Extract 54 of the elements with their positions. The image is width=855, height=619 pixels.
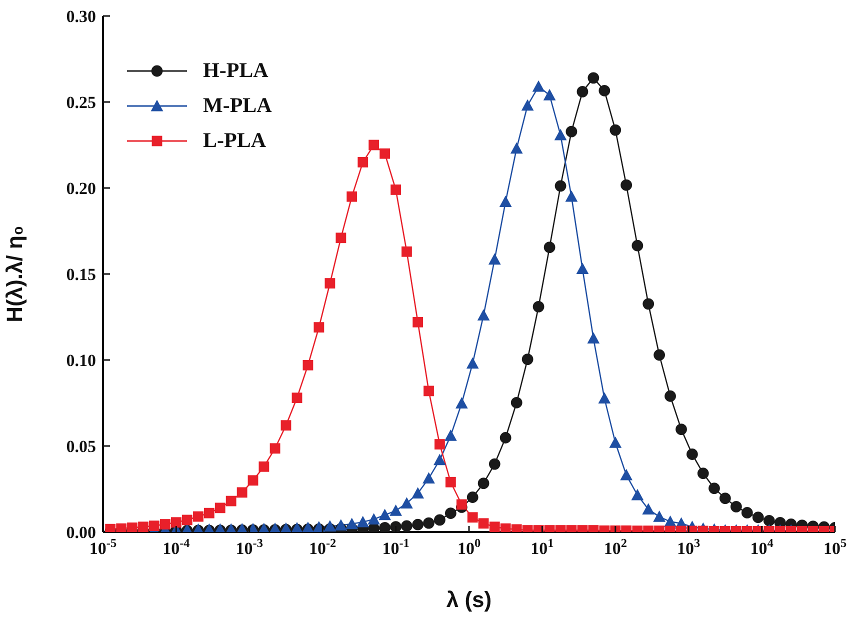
point [543, 88, 556, 100]
point [477, 309, 490, 320]
y-tick-label: 0.10 [66, 351, 96, 370]
point [521, 99, 534, 111]
point [346, 518, 358, 530]
point [565, 190, 578, 202]
point [576, 262, 589, 274]
point [598, 392, 611, 404]
y-tick-label: 0.05 [66, 437, 96, 456]
point [466, 357, 479, 369]
x-tick-label: 10$^{4}$ [750, 536, 774, 558]
legend-label: L-PLA [203, 128, 266, 153]
legend-label: H-PLA [203, 58, 268, 83]
x-tick-label: 10$^{-2}$ [309, 536, 336, 558]
point [642, 503, 655, 514]
x-tick-label: 10$^{1}$ [530, 536, 554, 558]
x-tick-label: 10$^{5}$ [823, 536, 847, 558]
point [368, 513, 380, 524]
x-tick-label: 10$^{-3}$ [236, 536, 263, 558]
point [400, 497, 413, 508]
point [510, 142, 523, 154]
x-tick-label: 10$^{0}$ [457, 536, 481, 558]
point [620, 468, 633, 480]
point [378, 508, 392, 520]
point [554, 128, 567, 140]
y-tick-label: 0.20 [66, 179, 96, 198]
point [444, 429, 457, 441]
point [499, 196, 512, 207]
point [587, 332, 600, 344]
y-tick-label: 0.00 [66, 523, 96, 542]
point [488, 253, 501, 265]
point [455, 397, 468, 409]
point [653, 510, 666, 522]
x-tick-label: 10$^{2}$ [604, 536, 627, 558]
point [609, 436, 622, 448]
point [631, 488, 644, 500]
y-tick-label: 0.25 [66, 93, 96, 112]
x-tick-label: 10$^{-1}$ [382, 536, 410, 558]
point [532, 80, 545, 92]
x-axis-title: λ (s) [446, 587, 492, 612]
legend-label: M-PLA [203, 93, 272, 118]
point [390, 504, 402, 516]
point [422, 472, 435, 484]
point [356, 516, 370, 528]
x-tick-label: 10$^{3}$ [677, 536, 700, 558]
y-tick-label: 0.30 [66, 7, 96, 26]
point [334, 519, 348, 530]
point [324, 520, 336, 532]
x-tick-label: 10$^{-4}$ [162, 536, 190, 558]
point [312, 520, 326, 532]
point [412, 487, 424, 498]
y-tick-label: 0.15 [66, 265, 96, 284]
point [434, 454, 446, 466]
y-axis-title: H(λ).λ/ η₀ [2, 226, 27, 322]
